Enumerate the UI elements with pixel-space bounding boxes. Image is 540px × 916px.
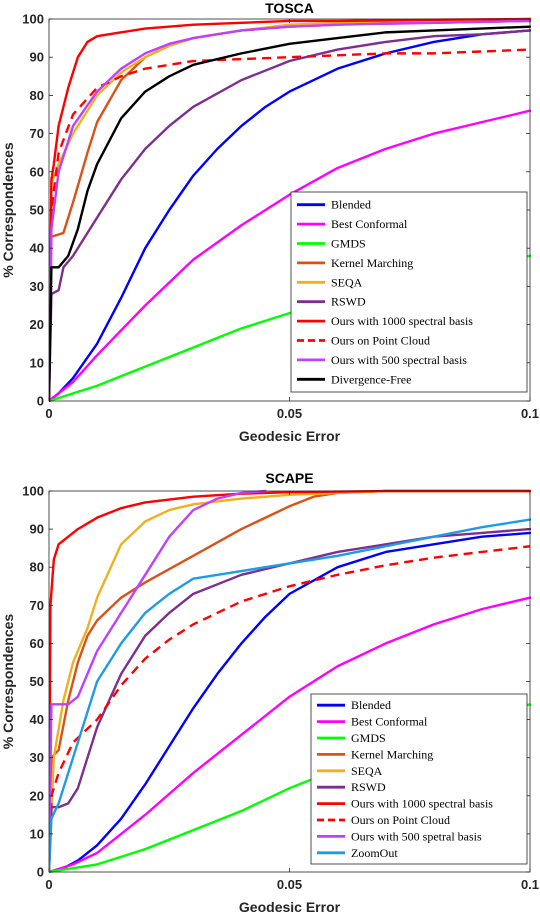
y-tick-label: 10 <box>30 355 44 370</box>
legend-label: GMDS <box>331 237 366 251</box>
legend-label: ZoomOut <box>351 846 398 860</box>
series-line-8 <box>49 48 531 402</box>
series-line-10 <box>49 25 531 402</box>
legend-label: Ours with 1000 spectral basis <box>331 314 473 328</box>
y-tick-label: 60 <box>30 636 44 651</box>
series-group <box>49 489 531 873</box>
legend-label: Ours with 500 spetral basis <box>351 829 482 843</box>
y-tick-label: 70 <box>30 598 44 613</box>
y-tick-label: 100 <box>22 12 44 27</box>
series-line-9 <box>49 19 531 402</box>
legend-label: Divergence-Free <box>331 372 411 386</box>
y-tick-label: 20 <box>30 317 44 332</box>
chart-title: SCAPE <box>265 470 313 486</box>
y-tick-label: 80 <box>30 88 44 103</box>
series-line-6 <box>49 527 531 873</box>
y-tick-label: 0 <box>37 865 44 880</box>
legend: Blended Best Conformal GMDS Kernel Marching… <box>290 191 528 393</box>
legend-label: Ours with 500 spectral basis <box>331 353 467 367</box>
x-tick-label: 0.05 <box>277 406 302 421</box>
series-line-1 <box>49 29 531 402</box>
series-line-2 <box>49 596 531 873</box>
series-line-10 <box>49 518 531 873</box>
y-tick-label: 90 <box>30 522 44 537</box>
legend-label: GMDS <box>351 731 386 745</box>
series-line-8 <box>49 545 531 873</box>
y-tick-label: 30 <box>30 750 44 765</box>
legend-label: Ours on Point Cloud <box>331 334 430 348</box>
y-tick-label: 10 <box>30 826 44 841</box>
legend-label: RSWD <box>331 295 366 309</box>
y-tick-label: 50 <box>30 203 44 218</box>
legend-box <box>290 191 528 393</box>
x-axis-label: Geodesic Error <box>239 428 341 444</box>
legend-label: SEQA <box>331 275 363 289</box>
x-tick-label: 0 <box>45 406 52 421</box>
x-tick-label: 0.05 <box>277 877 302 892</box>
legend-label: Best Conformal <box>351 715 428 729</box>
y-tick-label: 70 <box>30 126 44 141</box>
x-tick-label: 0 <box>45 877 52 892</box>
series-line-7 <box>49 489 531 873</box>
x-axis-label: Geodesic Error <box>239 899 341 915</box>
y-axis-label: % Correspondences <box>0 614 16 750</box>
legend-label: SEQA <box>351 764 383 778</box>
chart-title: TOSCA <box>265 0 314 16</box>
series-line-4 <box>49 489 531 873</box>
x-tick-label: 0.1 <box>521 877 539 892</box>
legend-label: Blended <box>351 698 391 712</box>
series-line-1 <box>49 531 531 873</box>
legend-label: Ours on Point Cloud <box>351 813 450 827</box>
y-tick-label: 60 <box>30 164 44 179</box>
y-tick-label: 20 <box>30 788 44 803</box>
legend-label: RSWD <box>351 780 386 794</box>
series-group <box>49 17 531 402</box>
y-tick-label: 90 <box>30 50 44 65</box>
series-line-9 <box>49 489 267 873</box>
legend-label: Best Conformal <box>331 217 408 231</box>
chart-panel-2: 0 10 20 30 40 50 60 70 80 90 100 0 0.05 0.1 SCAPE Geode… <box>0 470 539 915</box>
series-line-2 <box>49 109 531 402</box>
legend-label: Kernel Marching <box>331 256 413 270</box>
chart-panel-1: 0 10 20 30 40 50 60 70 80 90 100 0 0.05 0.1 TOSCA Geode… <box>0 0 539 444</box>
y-tick-label: 0 <box>37 394 44 409</box>
y-axis-label: % Correspondences <box>0 142 16 278</box>
series-line-7 <box>49 17 531 402</box>
x-tick-label: 0.1 <box>521 406 539 421</box>
y-tick-label: 40 <box>30 712 44 727</box>
legend-label: Blended <box>331 198 371 212</box>
legend-box <box>310 693 528 865</box>
legend-label: Kernel Marching <box>351 747 433 761</box>
y-tick-label: 100 <box>22 484 44 499</box>
legend: Blended Best Conformal GMDS Kernel Marching… <box>310 693 528 865</box>
y-tick-label: 30 <box>30 279 44 294</box>
series-line-5 <box>49 489 531 873</box>
legend-label: Ours with 1000 spectral basis <box>351 797 493 811</box>
series-line-6 <box>49 29 531 402</box>
y-tick-label: 40 <box>30 241 44 256</box>
y-tick-label: 50 <box>30 674 44 689</box>
y-tick-label: 80 <box>30 560 44 575</box>
